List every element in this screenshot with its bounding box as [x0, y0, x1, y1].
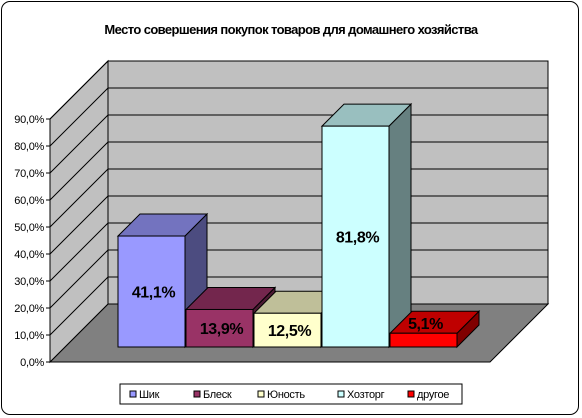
- chart-title: Место совершения покупок товаров для дом…: [104, 22, 478, 37]
- y-tick-label: 0,0%: [20, 357, 44, 369]
- bar-3: [252, 290, 345, 349]
- y-tick-label: 90,0%: [14, 114, 44, 126]
- bars: [116, 102, 481, 349]
- data-label: 41,1%: [132, 285, 176, 302]
- y-tick-label: 30,0%: [14, 276, 44, 288]
- legend-swatch: [193, 390, 201, 398]
- y-tick-label: 10,0%: [14, 330, 44, 342]
- y-tick-label: 70,0%: [14, 168, 44, 180]
- legend-label: Хозторг: [347, 389, 385, 401]
- gridline: [49, 87, 548, 147]
- y-axis: 0,0% 10,0% 20,0% 30,0% 40,0% 50,0% 60,0% 70,0% 8…: [14, 114, 51, 369]
- bar-2: [184, 286, 277, 349]
- data-label: 81,8%: [336, 230, 380, 247]
- data-label: 5,1%: [408, 316, 443, 333]
- y-tick-label: 60,0%: [14, 195, 44, 207]
- legend: Шик Блеск Юность Хозторг другое: [119, 383, 463, 405]
- bar-front: [321, 125, 390, 348]
- y-tick-label: 40,0%: [14, 249, 44, 261]
- bar-front: [389, 332, 458, 348]
- legend-label: другое: [417, 389, 449, 401]
- bar-front: [117, 235, 186, 348]
- legend-swatch: [407, 390, 415, 398]
- y-tick-label: 50,0%: [14, 222, 44, 234]
- legend-box: [119, 383, 463, 405]
- y-tick-label: 20,0%: [14, 303, 44, 315]
- data-labels: 41,1% 13,9% 12,5% 81,8% 5,1%: [132, 230, 444, 341]
- bar-5: [388, 310, 481, 349]
- data-label: 12,5%: [268, 323, 312, 340]
- legend-label: Блеск: [203, 389, 232, 401]
- bar-front: [253, 312, 322, 348]
- legend-label: Юность: [267, 389, 305, 401]
- legend-swatch: [337, 390, 345, 398]
- y-tick-label: 80,0%: [14, 141, 44, 153]
- legend-swatch: [257, 390, 265, 398]
- legend-swatch: [129, 390, 137, 398]
- bar-front: [185, 308, 254, 348]
- gridline: [49, 60, 548, 120]
- bar-4: [320, 102, 413, 349]
- legend-label: Шик: [139, 389, 160, 401]
- data-label: 13,9%: [200, 321, 244, 338]
- bar-side: [388, 102, 412, 349]
